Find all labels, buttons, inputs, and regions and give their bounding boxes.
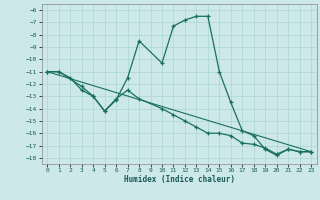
X-axis label: Humidex (Indice chaleur): Humidex (Indice chaleur) [124,175,235,184]
